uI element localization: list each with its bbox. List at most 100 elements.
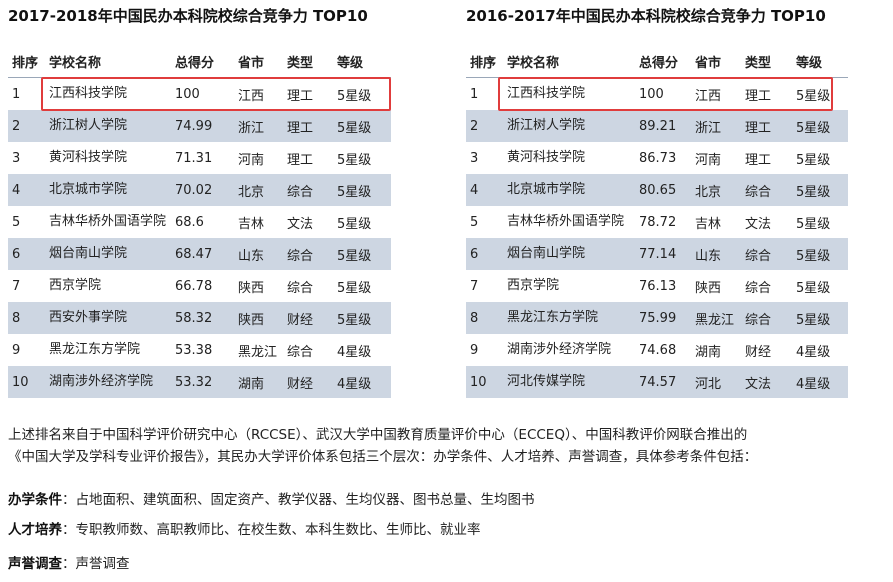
criteria-key: 声誉调查 — [8, 556, 62, 572]
table-row: 1 江西科技学院 100 江西 理工 5星级 — [466, 77, 848, 110]
highlight-box — [41, 77, 391, 111]
source-paragraph: 上述排名来自于中国科学评价研究中心（RCCSE）、武汉大学中国教育质量评价中心（… — [8, 424, 888, 468]
rank: 10 — [8, 366, 45, 398]
province: 湖南 — [691, 334, 741, 366]
score: 53.38 — [171, 334, 234, 366]
rank: 3 — [466, 142, 503, 174]
grade: 4星级 — [333, 366, 391, 398]
table-row: 2 浙江树人学院 74.99 浙江 理工 5星级 — [8, 110, 391, 142]
province: 河南 — [234, 142, 283, 174]
score: 78.72 — [635, 206, 691, 238]
col-header-type: 类型 — [741, 45, 792, 78]
grade: 5星级 — [333, 238, 391, 270]
rank: 1 — [466, 77, 503, 110]
province: 吉林 — [234, 206, 283, 238]
school-name: 烟台南山学院 — [503, 238, 635, 270]
type: 文法 — [283, 206, 333, 238]
grade: 5星级 — [333, 270, 391, 302]
criteria-talent-training: 人才培养：专职教师数、高职教师比、在校生数、本科生数比、生师比、就业率 — [8, 518, 481, 538]
source-line: 上述排名来自于中国科学评价研究中心（RCCSE）、武汉大学中国教育质量评价中心（… — [8, 427, 748, 443]
type: 财经 — [283, 366, 333, 398]
rank: 5 — [466, 206, 503, 238]
grade: 5星级 — [333, 174, 391, 206]
type: 理工 — [283, 110, 333, 142]
province: 河北 — [691, 366, 741, 398]
col-header-province: 省市 — [234, 45, 283, 78]
type: 财经 — [741, 334, 792, 366]
rank: 1 — [8, 77, 45, 110]
rank: 9 — [466, 334, 503, 366]
school-name: 河北传媒学院 — [503, 366, 635, 398]
school-name: 浙江树人学院 — [503, 110, 635, 142]
rank: 8 — [8, 302, 45, 334]
score: 75.99 — [635, 302, 691, 334]
rank: 4 — [466, 174, 503, 206]
grade: 4星级 — [792, 334, 848, 366]
grade: 5星级 — [333, 302, 391, 334]
criteria-value: 声誉调查 — [75, 556, 130, 572]
rank: 7 — [466, 270, 503, 302]
type: 综合 — [283, 174, 333, 206]
table-row: 5 吉林华桥外国语学院 78.72 吉林 文法 5星级 — [466, 206, 848, 238]
score: 80.65 — [635, 174, 691, 206]
school-name: 北京城市学院 — [45, 174, 171, 206]
score: 68.47 — [171, 238, 234, 270]
grade: 5星级 — [792, 77, 848, 110]
type: 理工 — [741, 142, 792, 174]
type: 综合 — [283, 270, 333, 302]
table-row: 9 湖南涉外经济学院 74.68 湖南 财经 4星级 — [466, 334, 848, 366]
score: 74.68 — [635, 334, 691, 366]
col-header-score: 总得分 — [171, 45, 234, 78]
type: 理工 — [741, 110, 792, 142]
school-name: 黑龙江东方学院 — [503, 302, 635, 334]
province: 浙江 — [691, 110, 741, 142]
school-name: 黑龙江东方学院 — [45, 334, 171, 366]
table-row: 5 吉林华桥外国语学院 68.6 吉林 文法 5星级 — [8, 206, 391, 238]
col-header-province: 省市 — [691, 45, 741, 78]
school-name: 黄河科技学院 — [45, 142, 171, 174]
highlight-box — [498, 77, 833, 111]
school-name: 西安外事学院 — [45, 302, 171, 334]
score: 76.13 — [635, 270, 691, 302]
grade: 5星级 — [792, 142, 848, 174]
type: 综合 — [283, 238, 333, 270]
score: 58.32 — [171, 302, 234, 334]
province: 山东 — [691, 238, 741, 270]
grade: 5星级 — [792, 110, 848, 142]
school-name: 吉林华桥外国语学院 — [45, 206, 171, 238]
type: 综合 — [283, 334, 333, 366]
table-row: 4 北京城市学院 80.65 北京 综合 5星级 — [466, 174, 848, 206]
province: 陕西 — [234, 302, 283, 334]
table-title: 2017-2018年中国民办本科院校综合竞争力 TOP10 — [8, 7, 368, 25]
table-row: 6 烟台南山学院 77.14 山东 综合 5星级 — [466, 238, 848, 270]
province: 黑龙江 — [691, 302, 741, 334]
province: 湖南 — [234, 366, 283, 398]
school-name: 湖南涉外经济学院 — [45, 366, 171, 398]
score: 77.14 — [635, 238, 691, 270]
criteria-reputation-survey: 声誉调查：声誉调查 — [8, 552, 130, 572]
province: 陕西 — [691, 270, 741, 302]
grade: 5星级 — [792, 270, 848, 302]
type: 综合 — [741, 302, 792, 334]
criteria-separator: ： — [62, 492, 76, 508]
rank: 2 — [466, 110, 503, 142]
table-row: 9 黑龙江东方学院 53.38 黑龙江 综合 4星级 — [8, 334, 391, 366]
province: 浙江 — [234, 110, 283, 142]
province: 北京 — [234, 174, 283, 206]
col-header-school: 学校名称 — [45, 45, 171, 78]
school-name: 西京学院 — [503, 270, 635, 302]
rank: 9 — [8, 334, 45, 366]
type: 综合 — [741, 238, 792, 270]
table-row: 3 黄河科技学院 86.73 河南 理工 5星级 — [466, 142, 848, 174]
grade: 4星级 — [333, 334, 391, 366]
rank: 10 — [466, 366, 503, 398]
table-row: 7 西京学院 76.13 陕西 综合 5星级 — [466, 270, 848, 302]
rank: 8 — [466, 302, 503, 334]
province: 江西 — [234, 77, 283, 110]
rank: 3 — [8, 142, 45, 174]
table-row: 8 黑龙江东方学院 75.99 黑龙江 综合 5星级 — [466, 302, 848, 334]
grade: 5星级 — [333, 77, 391, 110]
rank: 5 — [8, 206, 45, 238]
school-name: 烟台南山学院 — [45, 238, 171, 270]
grade: 5星级 — [333, 206, 391, 238]
